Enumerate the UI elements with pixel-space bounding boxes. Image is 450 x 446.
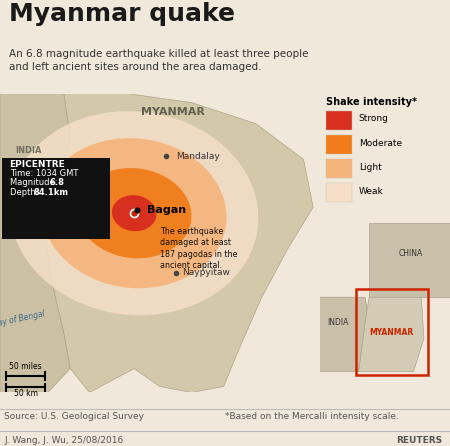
- FancyBboxPatch shape: [326, 111, 352, 130]
- Ellipse shape: [112, 195, 157, 231]
- Text: Bagan: Bagan: [147, 205, 186, 215]
- Text: REUTERS: REUTERS: [396, 436, 442, 445]
- Text: INDIA: INDIA: [327, 318, 348, 327]
- FancyBboxPatch shape: [2, 158, 110, 239]
- Text: J. Wang, J. Wu, 25/08/2016: J. Wang, J. Wu, 25/08/2016: [4, 436, 124, 445]
- Text: Depth:: Depth:: [9, 188, 40, 197]
- Text: CHINA: CHINA: [399, 249, 423, 258]
- Text: Moderate: Moderate: [359, 139, 402, 148]
- Text: 6.8: 6.8: [50, 178, 64, 187]
- Text: MYANMAR: MYANMAR: [369, 328, 414, 337]
- Text: 50 miles: 50 miles: [9, 363, 42, 372]
- FancyBboxPatch shape: [326, 159, 352, 178]
- Text: The earthquake
damaged at least
187 pagodas in the
ancient capital.: The earthquake damaged at least 187 pago…: [160, 227, 237, 270]
- Polygon shape: [0, 94, 70, 392]
- Text: 50 km: 50 km: [14, 389, 37, 398]
- FancyBboxPatch shape: [326, 135, 352, 154]
- Text: 84.1km: 84.1km: [34, 188, 68, 197]
- Text: *Based on the Mercalli intensity scale.: *Based on the Mercalli intensity scale.: [225, 412, 399, 421]
- Polygon shape: [359, 297, 424, 372]
- Polygon shape: [320, 297, 369, 372]
- Text: Mandalay: Mandalay: [176, 152, 220, 161]
- Text: Weak: Weak: [359, 187, 383, 196]
- Text: Source: U.S. Geological Survey: Source: U.S. Geological Survey: [4, 412, 144, 421]
- Text: Magnitude:: Magnitude:: [9, 178, 60, 187]
- Text: Naypyitaw: Naypyitaw: [182, 268, 230, 277]
- Text: Bay of Bengal: Bay of Bengal: [0, 309, 46, 329]
- Text: EPICENTRE: EPICENTRE: [9, 160, 65, 169]
- Polygon shape: [369, 223, 450, 297]
- Text: Shake intensity*: Shake intensity*: [326, 97, 417, 107]
- Text: MYANMAR: MYANMAR: [140, 107, 204, 116]
- Text: Light: Light: [359, 163, 382, 172]
- Ellipse shape: [42, 138, 226, 288]
- Bar: [356, 289, 428, 375]
- Ellipse shape: [77, 168, 191, 258]
- Text: Myanmar quake: Myanmar quake: [9, 2, 235, 26]
- Text: An 6.8 magnitude earthquake killed at least three people
and left ancient sites : An 6.8 magnitude earthquake killed at le…: [9, 49, 308, 72]
- FancyBboxPatch shape: [326, 183, 352, 202]
- Text: INDIA: INDIA: [15, 146, 42, 155]
- Text: Time: 1034 GMT: Time: 1034 GMT: [9, 169, 78, 178]
- Polygon shape: [45, 94, 313, 392]
- Text: Strong: Strong: [359, 115, 388, 124]
- Ellipse shape: [10, 111, 258, 315]
